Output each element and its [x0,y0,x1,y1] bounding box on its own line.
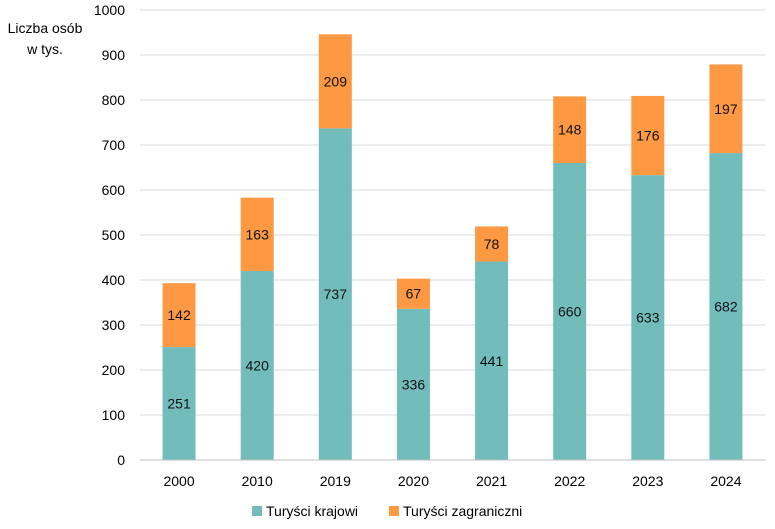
bar-domestic-2020 [396,308,430,460]
data-label-foreign-2010: 163 [246,226,270,242]
bar-domestic-2000 [162,347,196,460]
legend-swatch-domestic [252,506,262,516]
y-axis-label-line-2: w tys. [26,41,63,57]
x-tick-label: 2021 [476,473,507,489]
bar-foreign-2024 [709,64,743,154]
y-tick-label: 700 [102,137,126,153]
legend-label-foreign: Turyści zagraniczni [403,503,522,519]
x-tick-label: 2019 [320,473,351,489]
bar-domestic-2019 [318,128,352,460]
data-label-foreign-2022: 148 [558,122,582,138]
x-tick-label: 2010 [242,473,273,489]
y-tick-label: 800 [102,92,126,108]
y-tick-label: 200 [102,362,126,378]
legend-swatch-foreign [389,506,399,516]
bars: 251 142 420 163 737 209 336 67 441 78 660 148 633 176… [162,34,743,460]
data-label-domestic-2020: 336 [402,376,426,392]
bar-foreign-2010 [240,197,274,271]
data-label-domestic-2022: 660 [558,304,582,320]
x-axis-ticks: 2000 2010 2019 2020 2021 2022 2023 2024 [163,473,741,489]
data-label-domestic-2010: 420 [246,358,270,374]
bar-domestic-2023 [631,175,665,460]
y-tick-label: 300 [102,317,126,333]
x-tick-label: 2000 [163,473,194,489]
y-tick-label: 1000 [94,2,125,18]
data-label-foreign-2019: 209 [324,73,348,89]
y-tick-label: 900 [102,47,126,63]
data-label-domestic-2000: 251 [167,396,191,412]
data-label-foreign-2000: 142 [167,307,191,323]
legend: Turyści krajowi Turyści zagraniczni [252,503,522,519]
data-label-domestic-2019: 737 [324,286,348,302]
x-tick-label: 2020 [398,473,429,489]
y-tick-label: 0 [117,452,125,468]
bar-foreign-2000 [162,283,196,348]
x-tick-label: 2023 [632,473,663,489]
bar-foreign-2023 [631,95,665,176]
bar-domestic-2022 [553,163,587,460]
bar-domestic-2021 [475,261,509,460]
y-axis-label-line-1: Liczba osób [8,20,83,36]
bar-foreign-2019 [318,34,352,129]
bar-foreign-2021 [475,226,509,262]
y-tick-label: 500 [102,227,126,243]
legend-label-domestic: Turyści krajowi [266,503,358,519]
data-label-domestic-2024: 682 [714,299,738,315]
bar-foreign-2020 [396,278,430,309]
y-tick-label: 600 [102,182,126,198]
bar-domestic-2010 [240,271,274,460]
bar-domestic-2024 [709,153,743,460]
y-tick-label: 100 [102,407,126,423]
data-label-foreign-2021: 78 [484,236,500,252]
data-label-domestic-2021: 441 [480,353,504,369]
bar-foreign-2022 [553,96,587,163]
data-label-foreign-2020: 67 [406,286,422,302]
gridlines [140,9,765,416]
data-label-domestic-2023: 633 [636,310,660,326]
x-tick-label: 2022 [554,473,585,489]
y-axis-ticks: 0 100 200 300 400 500 600 700 800 900 1000 [94,2,125,468]
y-tick-label: 400 [102,272,126,288]
x-tick-label: 2024 [710,473,741,489]
data-label-foreign-2024: 197 [714,101,738,117]
data-label-foreign-2023: 176 [636,128,660,144]
